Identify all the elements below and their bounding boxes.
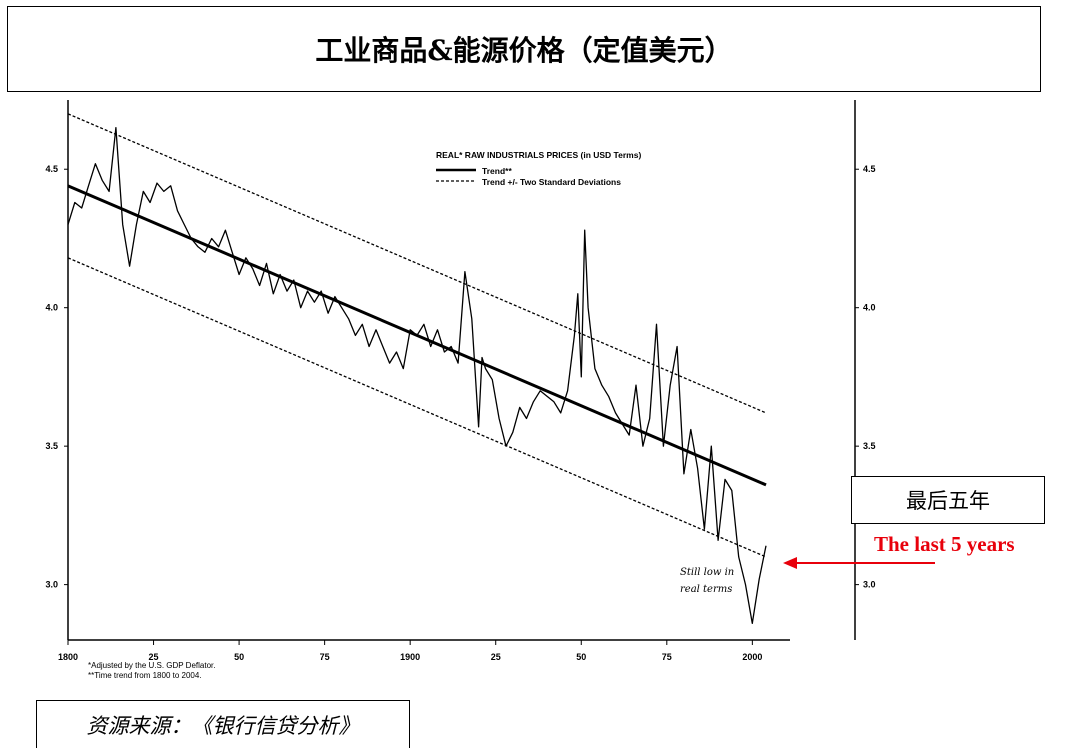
x-tick-label: 50 — [576, 652, 586, 662]
x-tick-label: 1800 — [58, 652, 78, 662]
x-tick-label: 75 — [320, 652, 330, 662]
price-series-line — [67, 127, 767, 625]
y-tick-label-right: 4.5 — [863, 164, 876, 174]
x-tick-label: 50 — [234, 652, 244, 662]
legend-trend-label: Trend** — [482, 166, 512, 176]
annotation-line-1: Still low in — [680, 567, 734, 578]
annotation-line-2: real terms — [680, 584, 732, 595]
footnote-2: **Time trend from 1800 to 2004. — [88, 671, 202, 680]
x-tick-label: 2000 — [742, 652, 762, 662]
x-tick-label: 75 — [662, 652, 672, 662]
chart-title: REAL* RAW INDUSTRIALS PRICES (in USD Ter… — [436, 150, 641, 160]
y-tick-label-left: 4.5 — [45, 164, 58, 174]
x-tick-label: 25 — [149, 652, 159, 662]
footnote-1: *Adjusted by the U.S. GDP Deflator. — [88, 661, 215, 670]
legend-band-label: Trend +/- Two Standard Deviations — [482, 177, 621, 187]
y-tick-label-right: 3.0 — [863, 580, 876, 590]
lower-band-line — [67, 257, 767, 558]
callout-cn: 最后五年 — [851, 476, 1045, 524]
x-tick-label: 25 — [491, 652, 501, 662]
y-tick-label-left: 3.0 — [45, 580, 58, 590]
x-tick-label: 1900 — [400, 652, 420, 662]
arrow-head-icon — [783, 557, 797, 569]
y-tick-label-right: 3.5 — [863, 441, 876, 451]
page-title: 工业商品&能源价格（定值美元） — [7, 6, 1041, 92]
y-tick-label-left: 3.5 — [45, 441, 58, 451]
y-tick-label-right: 4.0 — [863, 303, 876, 313]
callout-en: The last 5 years — [874, 532, 1015, 556]
legend: REAL* RAW INDUSTRIALS PRICES (in USD Ter… — [436, 150, 641, 187]
source-note: 资源来源：《银行信贷分析》 — [36, 700, 410, 748]
upper-band-line — [67, 113, 767, 414]
y-tick-label-left: 4.0 — [45, 303, 58, 313]
